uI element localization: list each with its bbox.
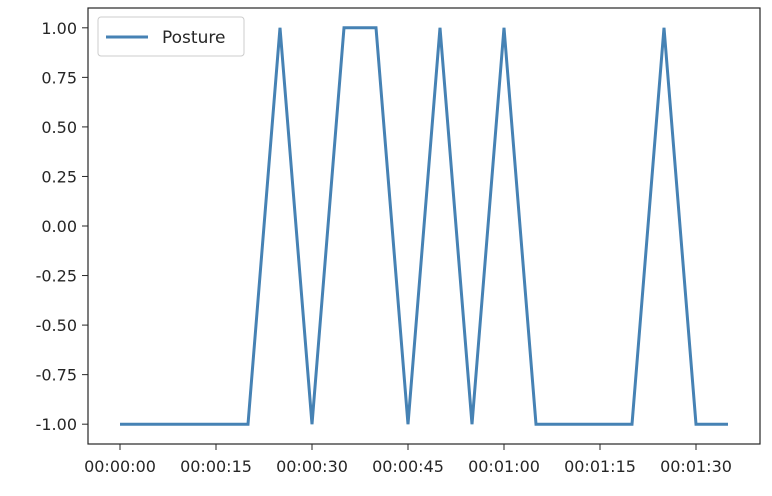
y-tick-label: 1.00	[41, 19, 77, 38]
y-axis-ticks: -1.00 -0.75 -0.50 -0.25 0.00 0.25 0.50 0.75 1.00	[36, 19, 88, 434]
legend-box	[97, 16, 245, 57]
y-tick-label: -0.75	[36, 366, 77, 385]
x-tick-label: 00:00:30	[276, 457, 348, 476]
posture-line	[120, 26, 728, 426]
x-tick-label: 00:01:30	[660, 457, 732, 476]
y-tick-label: 0.50	[41, 118, 77, 137]
legend-label-posture: Posture	[162, 28, 225, 48]
x-tick-label: 00:00:00	[84, 457, 156, 476]
y-tick-label: -0.25	[36, 267, 77, 286]
x-tick-label: 00:01:00	[468, 457, 540, 476]
y-tick-label: 0.75	[41, 68, 77, 87]
x-axis-ticks: 00:00:00 00:00:15 00:00:30 00:00:45 00:01:00…	[84, 444, 732, 476]
y-tick-label: 0.00	[41, 217, 77, 236]
x-tick-label: 00:00:45	[372, 457, 444, 476]
legend: Posture	[97, 16, 245, 57]
y-tick-label: -1.00	[36, 415, 77, 434]
y-tick-label: -0.50	[36, 316, 77, 335]
y-tick-label: 0.25	[41, 167, 77, 186]
plot-area-frame	[87, 7, 761, 445]
x-tick-label: 00:00:15	[180, 457, 252, 476]
x-tick-label: 00:01:15	[564, 457, 636, 476]
